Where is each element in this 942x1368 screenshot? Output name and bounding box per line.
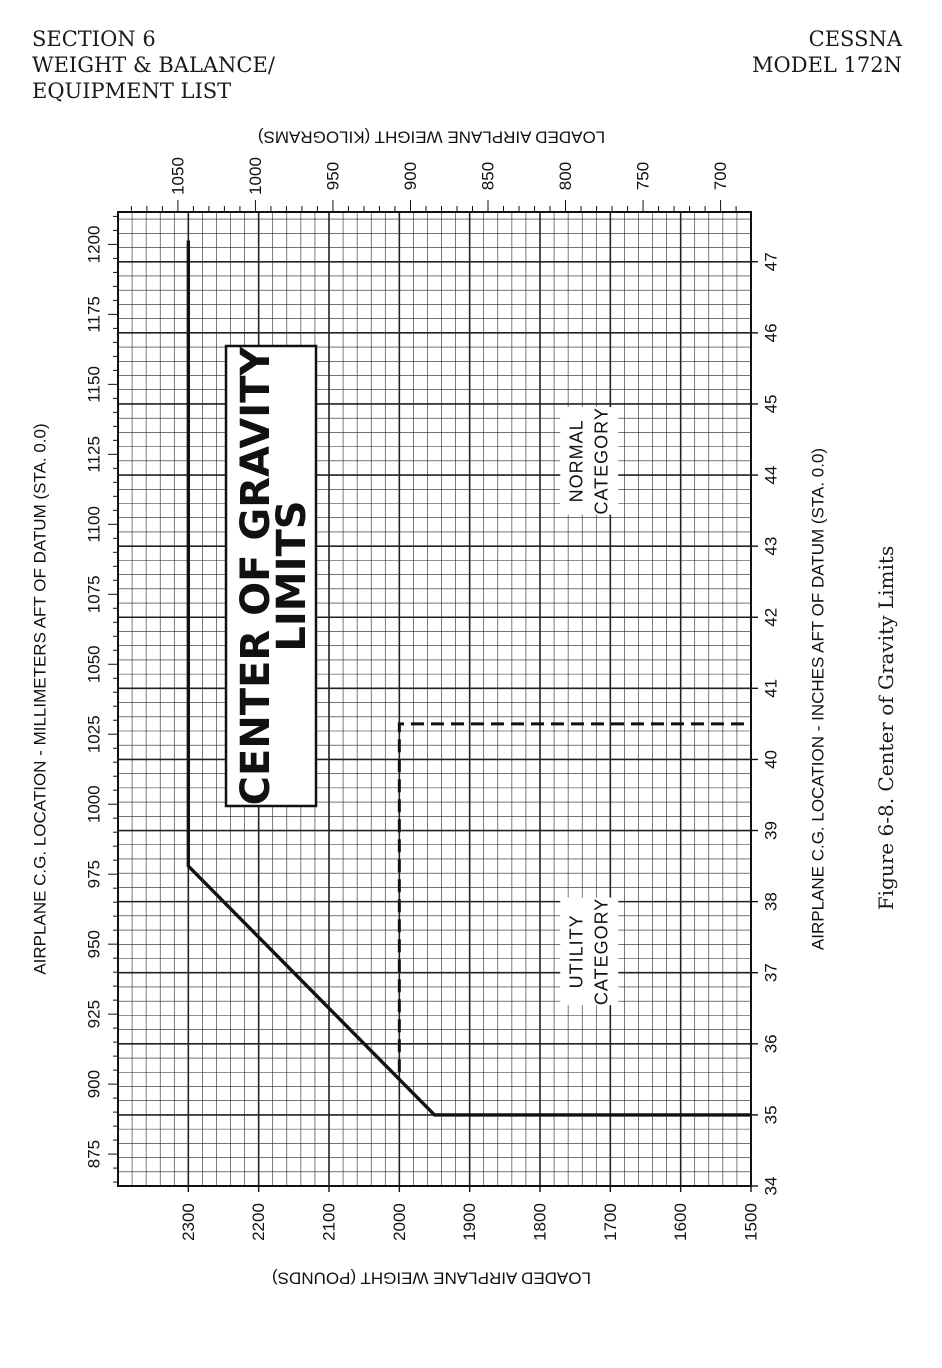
- y-tick-label-pounds: 1800: [531, 1203, 550, 1241]
- x-tick-label-inches: 36: [762, 1034, 781, 1053]
- x2-tick-label-millimeters: 875: [85, 1140, 104, 1168]
- x-tick-label-inches: 42: [762, 608, 781, 627]
- major-grid: [117, 212, 752, 1187]
- section-header: SECTION 6 WEIGHT & BALANCE/ EQUIPMENT LI…: [32, 26, 275, 104]
- section-header-line-2: WEIGHT & BALANCE/: [32, 53, 275, 77]
- section-header-line-3: EQUIPMENT LIST: [32, 79, 232, 103]
- model-header: CESSNA MODEL 172N: [752, 26, 902, 78]
- x2-tick-label-millimeters: 900: [85, 1070, 104, 1098]
- chart-title-line-2: LIMITS: [269, 500, 315, 651]
- x-tick-label-inches: 46: [762, 323, 781, 342]
- y-tick-label-pounds: 1500: [742, 1203, 761, 1241]
- x-tick-label-inches: 35: [762, 1105, 781, 1124]
- y2-tick-label-kilograms: 900: [401, 162, 420, 190]
- y-tick-label-pounds: 2300: [179, 1203, 198, 1241]
- x2-tick-label-millimeters: 1075: [85, 575, 104, 613]
- x2-tick-label-millimeters: 1100: [85, 506, 104, 543]
- x-axis-label-inches: AIRPLANE C.G. LOCATION - INCHES AFT OF D…: [809, 448, 828, 950]
- x2-tick-label-millimeters: 1025: [85, 715, 104, 753]
- x2-tick-label-millimeters: 1000: [85, 785, 104, 823]
- x-tick-label-inches: 34: [762, 1177, 781, 1196]
- y-tick-label-pounds: 2100: [320, 1203, 339, 1241]
- y-tick-label-pounds: 1900: [460, 1203, 479, 1241]
- x2-tick-label-millimeters: 925: [85, 1000, 104, 1028]
- x-tick-label-inches: 39: [762, 821, 781, 840]
- y-axis-label-pounds: LOADED AIRPLANE WEIGHT (POUNDS): [272, 1269, 591, 1288]
- y-tick-label-pounds: 1600: [671, 1203, 690, 1241]
- y-tick-label-pounds: 2000: [390, 1203, 409, 1241]
- axis-tick-labels: 34 35 36 37 38 39 40 41 42 43 44 45 46 47 875 900 925 950…: [85, 157, 781, 1241]
- model-header-line-2: MODEL 172N: [752, 53, 902, 77]
- minor-grid: [118, 212, 751, 1186]
- y2-tick-label-kilograms: 1000: [246, 157, 265, 195]
- y2-tick-label-kilograms: 950: [323, 162, 342, 190]
- section-header-line-1: SECTION 6: [32, 27, 156, 51]
- utility-category-envelope: [397, 722, 751, 1073]
- x-tick-label-inches: 37: [762, 963, 781, 982]
- normal-category-envelope: [186, 240, 751, 1117]
- x2-tick-label-millimeters: 975: [85, 860, 104, 888]
- x-tick-label-inches: 44: [762, 466, 781, 485]
- x2-tick-label-millimeters: 1125: [85, 436, 104, 473]
- chart-title-frame: [224, 344, 318, 808]
- x-tick-label-inches: 38: [762, 892, 781, 911]
- utility-category-label: CATEGORY: [592, 898, 612, 1005]
- x2-tick-label-millimeters: 1200: [85, 225, 104, 263]
- x2-tick-label-millimeters: 1050: [85, 645, 104, 683]
- y2-tick-label-kilograms: 850: [479, 162, 498, 190]
- chart-title-line-1: CENTER OF GRAVITY: [233, 346, 279, 806]
- y-tick-label-pounds: 1700: [601, 1203, 620, 1241]
- model-header-line-1: CESSNA: [808, 27, 902, 51]
- x-tick-label-inches: 41: [762, 679, 781, 698]
- x-tick-label-inches: 45: [762, 394, 781, 413]
- y2-tick-label-kilograms: 1050: [168, 157, 187, 195]
- envelope-lines: [186, 240, 751, 1117]
- x2-tick-label-millimeters: 950: [85, 930, 104, 958]
- axis-ticks: [108, 200, 758, 1192]
- x-tick-label-inches: 47: [762, 252, 781, 271]
- y2-tick-label-kilograms: 800: [556, 162, 575, 190]
- x-axis-label-millimeters: AIRPLANE C.G. LOCATION - MILLIMETERS AFT…: [31, 423, 50, 974]
- y2-tick-label-kilograms: 750: [634, 162, 653, 190]
- category-label-backdrop: [560, 897, 619, 1006]
- y-axis-label-kilograms: LOADED AIRPLANE WEIGHT (KILOGRAMS): [258, 128, 605, 147]
- x2-tick-label-millimeters: 1175: [85, 296, 104, 333]
- utility-category-label: UTILITY: [567, 914, 587, 988]
- y2-tick-label-kilograms: 700: [711, 162, 730, 190]
- x-tick-label-inches: 40: [762, 750, 781, 769]
- y-tick-label-pounds: 2200: [249, 1203, 268, 1241]
- category-label-backdrop: [560, 407, 619, 515]
- x2-tick-label-millimeters: 1150: [85, 366, 104, 403]
- chart-title-box: CENTER OF GRAVITY LIMITS: [224, 344, 318, 808]
- plot-frame: [117, 211, 752, 1187]
- normal-category-label: CATEGORY: [592, 407, 612, 514]
- normal-category-label: NORMAL: [567, 419, 587, 502]
- figure-caption: Figure 6-8. Center of Gravity Limits: [874, 546, 898, 910]
- x-tick-label-inches: 43: [762, 537, 781, 556]
